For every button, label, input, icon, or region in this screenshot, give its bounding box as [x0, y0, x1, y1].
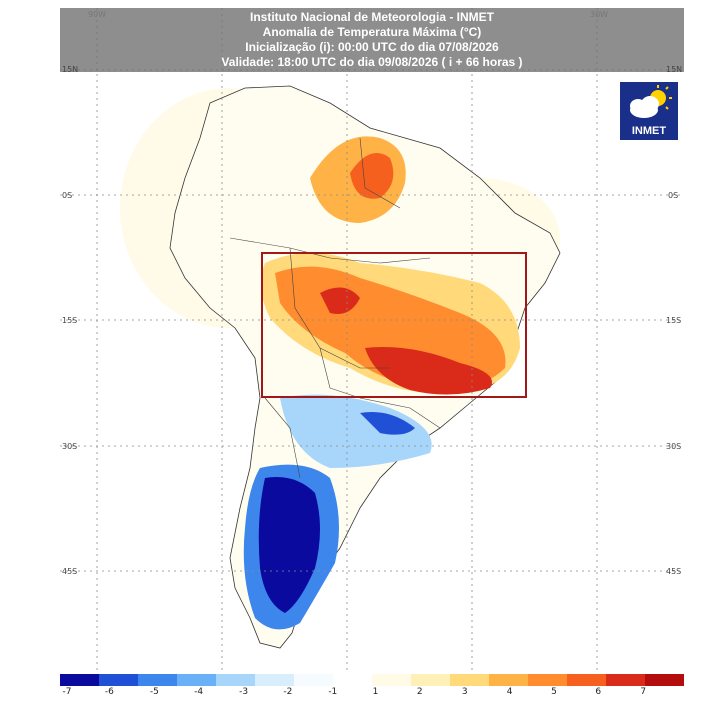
- colorbar-swatch: [528, 674, 567, 686]
- inmet-logo: INMET: [620, 82, 678, 140]
- title-line-1: Instituto Nacional de Meteorologia - INM…: [249, 10, 494, 24]
- colorbar-swatch: [645, 674, 684, 686]
- colorbar-tick-label: -4: [194, 687, 204, 697]
- lat-label-right: 15S: [666, 316, 682, 325]
- lon-label: 90W: [88, 10, 107, 19]
- map-figure: Instituto Nacional de Meteorologia - INM…: [60, 8, 684, 698]
- cloud-sun-icon: [630, 85, 672, 118]
- colorbar-tick-label: 4: [506, 687, 513, 697]
- map-area: Instituto Nacional de Meteorologia - INM…: [60, 8, 684, 674]
- anomaly-cool-band: [280, 394, 432, 468]
- map-svg: [60, 8, 684, 674]
- colorbar-tick-label: -7: [62, 687, 72, 697]
- colorbar-swatch: [567, 674, 606, 686]
- colorbar-tick-label: -6: [104, 687, 114, 697]
- title-line-4: Validade: 18:00 UTC do dia 09/08/2026 ( …: [221, 55, 523, 69]
- logo-text: INMET: [631, 125, 667, 137]
- lon-label: 30W: [590, 10, 609, 19]
- colorbar-tick-label: 3: [461, 687, 468, 697]
- lat-label-left: 45S: [62, 567, 78, 576]
- colorbar-swatch: [606, 674, 645, 686]
- colorbar-swatch: [450, 674, 489, 686]
- anomaly-cold-spot: [360, 412, 415, 435]
- title-block: Instituto Nacional de Meteorologia - INM…: [60, 8, 684, 72]
- colorbar-tick-label: -1: [328, 687, 338, 697]
- colorbar-tick-label: -2: [283, 687, 293, 697]
- colorbar: [60, 674, 684, 686]
- lat-label-right: 45S: [666, 567, 682, 576]
- lat-label-right: 0S: [668, 191, 679, 200]
- colorbar-tick-label: 1: [372, 687, 379, 697]
- lat-label-right: 30S: [666, 442, 682, 451]
- colorbar-swatch: [99, 674, 138, 686]
- anomaly-hot-core-west: [320, 287, 360, 314]
- colorbar-swatch: [372, 674, 411, 686]
- colorbar-tick-label: 2: [416, 687, 423, 697]
- colorbar-tick-label: 7: [640, 687, 647, 697]
- colorbar-swatch: [255, 674, 294, 686]
- colorbar-tick-label: -3: [239, 687, 249, 697]
- colorbar-swatch: [489, 674, 528, 686]
- colorbar-swatch: [216, 674, 255, 686]
- colorbar-swatch: [60, 674, 99, 686]
- anomaly-very-cold-patagonia: [258, 477, 320, 613]
- colorbar-tick-label: 6: [595, 687, 602, 697]
- colorbar-ticks: -7 -6 -5 -4 -3 -2 -1 1 2 3 4 5 6 7: [60, 687, 684, 699]
- title-line-2: Anomalia de Temperatura Máxima (°C): [262, 25, 482, 39]
- colorbar-swatch: [294, 674, 333, 686]
- colorbar-swatch: [333, 674, 372, 686]
- lat-label-left: 15N: [62, 65, 79, 74]
- highlight-box: [261, 252, 527, 398]
- anomaly-hot-core-south: [365, 347, 492, 395]
- lat-label-left: 30S: [62, 442, 78, 451]
- colorbar-tick-label: -5: [149, 687, 159, 697]
- lat-label-left: 0S: [62, 191, 73, 200]
- title-line-3: Inicialização (i): 00:00 UTC do dia 07/0…: [245, 40, 499, 54]
- colorbar-swatch: [411, 674, 450, 686]
- lat-label-right: 15N: [666, 65, 683, 74]
- country-borders: [229, 137, 441, 479]
- colorbar-swatch: [177, 674, 216, 686]
- anomaly-hot-north: [350, 153, 394, 199]
- colorbar-tick-label: 5: [551, 687, 557, 697]
- colorbar-swatch: [138, 674, 177, 686]
- lat-label-left: 15S: [62, 316, 78, 325]
